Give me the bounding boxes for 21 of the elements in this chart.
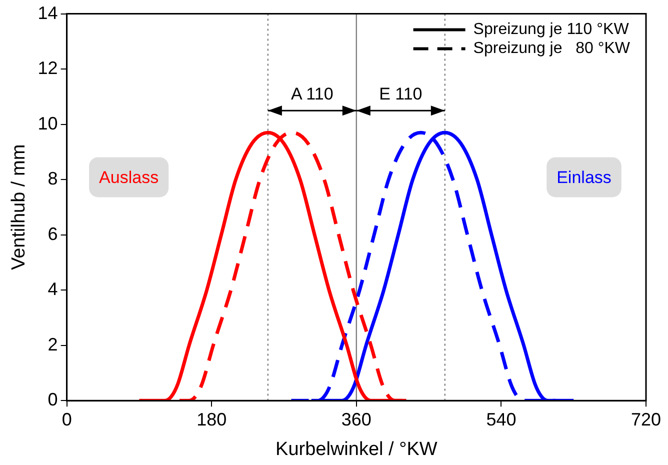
text: Spreizung je 110 °KW xyxy=(473,21,630,38)
x-tick-label: 0 xyxy=(62,409,72,430)
annotation: Einlass xyxy=(556,168,612,187)
y-tick-label: 0 xyxy=(48,390,58,410)
x-tick-label: 540 xyxy=(486,409,516,430)
y-axis-title: Ventilhub / mm xyxy=(8,144,30,270)
y-tick-label: 14 xyxy=(38,2,58,23)
x-tick-label: 180 xyxy=(196,409,227,430)
x-axis-title: Kurbelwinkel / °KW xyxy=(276,438,438,460)
y-tick-label: 2 xyxy=(48,334,58,354)
annotation: A 110 xyxy=(291,84,334,104)
y-tick-label: 4 xyxy=(48,279,58,300)
x-tick-label: 360 xyxy=(341,409,372,430)
y-tick-label: 12 xyxy=(38,58,58,78)
annotation: E 110 xyxy=(379,84,422,104)
y-tick-label: 8 xyxy=(48,168,58,189)
y-tick-label: 10 xyxy=(38,113,58,134)
y-tick-label: 6 xyxy=(48,224,58,244)
text: Spreizung je 80 °KW xyxy=(473,40,631,58)
x-tick-label: 720 xyxy=(630,409,662,430)
annotation: Auslass xyxy=(99,168,159,187)
